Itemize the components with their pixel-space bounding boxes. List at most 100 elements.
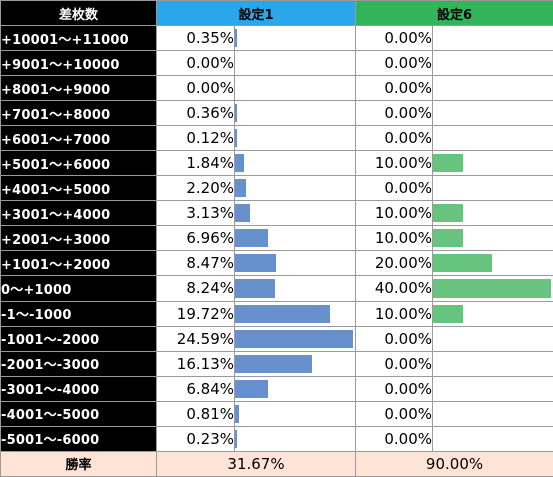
- row-label: 0〜+1000: [1, 276, 157, 301]
- setting1-bar: [235, 229, 268, 247]
- header-row: 差枚数 設定1 設定6: [1, 1, 553, 26]
- row-label: +8001〜+9000: [1, 76, 157, 101]
- setting1-percent: 16.13%: [157, 351, 235, 376]
- setting6-bar-cell: [433, 151, 553, 176]
- setting1-bar-cell: [235, 176, 356, 201]
- setting1-bar-cell: [235, 426, 356, 451]
- setting6-percent: 10.00%: [356, 226, 433, 251]
- setting1-percent: 0.36%: [157, 101, 235, 126]
- setting6-percent: 0.00%: [356, 401, 433, 426]
- setting1-bar: [235, 430, 237, 448]
- setting1-percent: 24.59%: [157, 326, 235, 351]
- setting6-bar: [433, 154, 463, 172]
- setting6-bar-cell: [433, 176, 553, 201]
- setting6-bar: [433, 254, 492, 272]
- row-label: +1001〜+2000: [1, 251, 157, 276]
- setting6-bar-cell: [433, 51, 553, 76]
- setting1-bar-cell: [235, 201, 356, 226]
- setting1-bar: [235, 380, 268, 398]
- setting1-bar: [235, 355, 312, 373]
- header-diff: 差枚数: [1, 1, 157, 26]
- setting1-percent: 8.24%: [157, 276, 235, 301]
- setting1-bar-cell: [235, 151, 356, 176]
- setting6-percent: 0.00%: [356, 351, 433, 376]
- setting1-bar: [235, 129, 237, 147]
- row-label: -4001〜-5000: [1, 401, 157, 426]
- setting1-bar-cell: [235, 51, 356, 76]
- setting1-percent: 0.35%: [157, 26, 235, 51]
- row-label: +2001〜+3000: [1, 226, 157, 251]
- setting6-bar: [433, 305, 463, 323]
- setting6-bar-cell: [433, 201, 553, 226]
- setting6-percent: 40.00%: [356, 276, 433, 301]
- setting6-bar-cell: [433, 426, 553, 451]
- setting1-percent: 0.00%: [157, 76, 235, 101]
- row-label: +6001〜+7000: [1, 126, 157, 151]
- setting1-bar: [235, 204, 250, 222]
- setting6-percent: 0.00%: [356, 26, 433, 51]
- setting6-bar: [433, 204, 463, 222]
- setting6-bar-cell: [433, 401, 553, 426]
- setting6-percent: 0.00%: [356, 51, 433, 76]
- setting1-percent: 0.12%: [157, 126, 235, 151]
- setting1-percent: 19.72%: [157, 301, 235, 326]
- setting1-percent: 2.20%: [157, 176, 235, 201]
- setting6-bar-cell: [433, 276, 553, 301]
- setting6-bar-cell: [433, 226, 553, 251]
- setting6-bar-cell: [433, 126, 553, 151]
- setting1-bar-cell: [235, 226, 356, 251]
- header-setting1: 設定1: [157, 1, 356, 26]
- setting6-bar-cell: [433, 376, 553, 401]
- setting1-percent: 6.84%: [157, 376, 235, 401]
- setting1-bar: [235, 154, 244, 172]
- setting6-percent: 20.00%: [356, 251, 433, 276]
- setting1-bar-cell: [235, 101, 356, 126]
- setting1-percent: 3.13%: [157, 201, 235, 226]
- setting1-percent: 0.00%: [157, 51, 235, 76]
- setting6-percent: 0.00%: [356, 101, 433, 126]
- row-label: +9001〜+10000: [1, 51, 157, 76]
- setting1-bar-cell: [235, 401, 356, 426]
- setting1-percent: 1.84%: [157, 151, 235, 176]
- setting6-bar-cell: [433, 251, 553, 276]
- setting6-percent: 0.00%: [356, 376, 433, 401]
- setting1-bar: [235, 29, 237, 47]
- setting6-bar: [433, 229, 463, 247]
- win-rate-label: 勝率: [1, 451, 157, 476]
- row-label: -5001〜-6000: [1, 426, 157, 451]
- setting1-bar: [235, 405, 239, 423]
- row-label: +10001〜+11000: [1, 26, 157, 51]
- setting1-bar-cell: [235, 301, 356, 326]
- row-label: +7001〜+8000: [1, 101, 157, 126]
- setting1-percent: 8.47%: [157, 251, 235, 276]
- setting6-bar-cell: [433, 351, 553, 376]
- setting6-percent: 0.00%: [356, 326, 433, 351]
- setting6-bar: [433, 279, 551, 297]
- setting1-percent: 0.23%: [157, 426, 235, 451]
- setting1-bar: [235, 254, 276, 272]
- setting1-bar: [235, 279, 275, 297]
- row-label: +5001〜+6000: [1, 151, 157, 176]
- win-rate-row: 勝率 31.67% 90.00%: [1, 451, 553, 476]
- row-label: +4001〜+5000: [1, 176, 157, 201]
- setting1-bar-cell: [235, 376, 356, 401]
- setting1-bar: [235, 305, 330, 323]
- setting6-bar-cell: [433, 301, 553, 326]
- setting1-bar: [235, 179, 246, 197]
- setting6-percent: 10.00%: [356, 201, 433, 226]
- setting6-percent: 10.00%: [356, 301, 433, 326]
